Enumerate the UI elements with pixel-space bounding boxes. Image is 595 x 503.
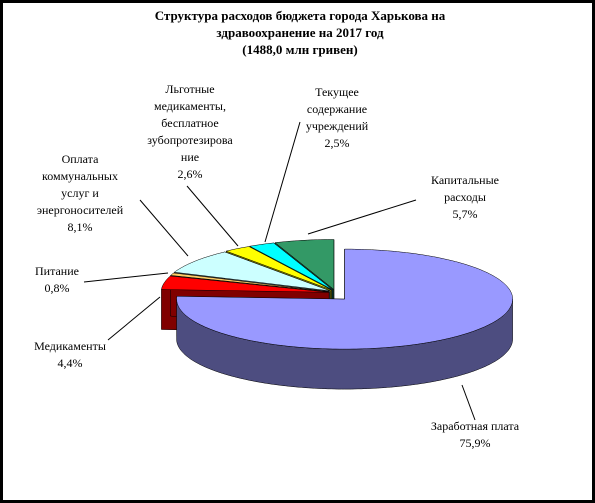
category-label: Оплата коммунальных услуг и энергоносителей — [37, 152, 124, 217]
leader-line — [107, 296, 161, 341]
slice — [173, 251, 331, 292]
value-label: 8,1% — [68, 220, 93, 234]
text-line: энергоносителей — [37, 203, 124, 217]
text-line: бесплатное — [161, 116, 218, 130]
slice — [274, 239, 335, 291]
text-line: 4,4% — [58, 356, 83, 370]
value-label: 4,4% — [58, 356, 83, 370]
text-line: 0,8% — [45, 281, 70, 295]
leader-line — [83, 272, 169, 283]
leader-line — [139, 199, 189, 257]
text-line: Льготные — [165, 82, 214, 96]
text-line: 8,1% — [68, 220, 93, 234]
slice — [248, 242, 333, 290]
category-label: Питание — [35, 264, 79, 278]
text-line: 2,5% — [325, 136, 350, 150]
value-label: 2,6% — [178, 167, 203, 181]
text-line: учреждений — [306, 119, 369, 133]
value-label: 75,9% — [460, 436, 491, 450]
text-line: Капитальные — [431, 173, 499, 187]
text-line: зубопротезирова — [147, 133, 233, 147]
text-line: медикаменты, — [154, 99, 226, 113]
leader-line — [186, 185, 239, 247]
text-line: 5,7% — [453, 207, 478, 221]
slice — [225, 246, 332, 291]
text-line: (1488,0 млн гривен) — [242, 42, 357, 57]
text-line: Структура расходов бюджета города Харько… — [155, 8, 446, 23]
text-line: содержание — [307, 102, 367, 116]
text-line: коммунальных — [42, 169, 118, 183]
text-line: 2,6% — [178, 167, 203, 181]
value-label: 0,8% — [45, 281, 70, 295]
text-line: здравоохранение на 2017 год — [216, 25, 384, 40]
text-line: Медикаменты — [34, 339, 106, 353]
chart-title: Структура расходов бюджета города Харько… — [155, 8, 446, 57]
leader-line — [264, 121, 301, 243]
category-label: Медикаменты — [34, 339, 106, 353]
text-line: Заработная плата — [431, 419, 520, 433]
value-label: 5,7% — [453, 207, 478, 221]
text-line: расходы — [444, 190, 486, 204]
category-label: Льготные медикаменты, бесплатное зубопротез… — [147, 82, 233, 164]
leader-line — [461, 384, 476, 421]
text-line: ние — [181, 150, 199, 164]
category-label: Текущее содержание учреждений — [306, 85, 369, 133]
slice — [161, 275, 330, 293]
slice — [169, 272, 330, 292]
category-label: Заработная плата — [431, 419, 520, 433]
text-line: Текущее — [315, 85, 359, 99]
text-line: услуг и — [61, 186, 99, 200]
text-line: Питание — [35, 264, 79, 278]
text-line: Оплата — [62, 152, 99, 166]
slice — [176, 248, 513, 350]
value-label: 2,5% — [325, 136, 350, 150]
leader-line — [307, 199, 417, 235]
text-line: 75,9% — [460, 436, 491, 450]
category-label: Капитальные расходы — [431, 173, 499, 204]
